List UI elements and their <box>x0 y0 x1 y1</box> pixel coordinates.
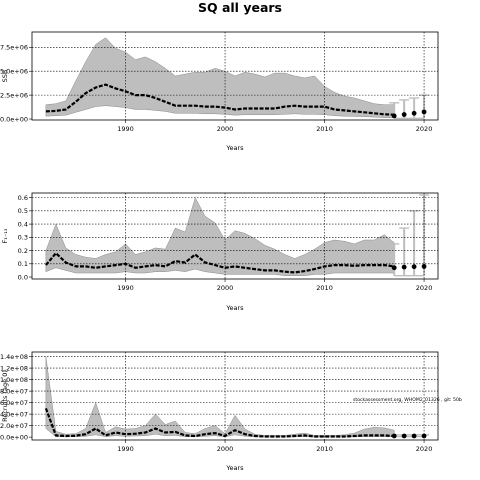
f-xtick-label: 2020 <box>416 284 433 292</box>
f-estimate-line <box>45 251 395 274</box>
recruits-estimate-line <box>44 408 395 438</box>
recruits-ytick-label: 1.2e+08 <box>0 364 28 372</box>
ssb-confidence-band <box>45 37 395 119</box>
f-xtick-label: 1990 <box>117 284 134 292</box>
ssb-ytick-label: 2.5e+06 <box>0 91 28 99</box>
recruits-ytick-label: 1.4e+08 <box>0 353 28 361</box>
recruits-forecast-point <box>391 433 397 439</box>
ssb-xlabel: Years <box>225 144 244 152</box>
f-forecast-point <box>421 264 427 269</box>
recruits-ytick-label: 4.0e+07 <box>0 410 28 418</box>
recruits-xlabel: Years <box>225 464 244 472</box>
f-xtick-label: 2000 <box>217 284 234 292</box>
recruits-ytick-label: 1.0e+08 <box>0 376 28 384</box>
ssb-xtick-label: 2000 <box>217 125 234 133</box>
f-xlabel: Years <box>225 304 244 312</box>
figure-title: SQ all years <box>198 0 282 15</box>
f-forecast-point <box>391 265 397 271</box>
recruits-ylabel: Recruits (age 0) <box>1 370 9 422</box>
ssb-ylabel: SSB <box>1 70 9 83</box>
f-ylabel: F₁₋₁₃ <box>1 228 9 243</box>
recruits-xtick-label: 2020 <box>416 445 433 453</box>
f-ytick-label: 0.3 <box>18 234 28 242</box>
recruits-ytick-label: 2.0e+07 <box>0 422 28 430</box>
ssb-xtick-label: 2010 <box>316 125 333 133</box>
ssb-forecast-point <box>391 113 397 119</box>
recruits-ytick-label: 8.0e+07 <box>0 387 28 395</box>
ssb-estimate-line <box>45 83 395 116</box>
recruitment-panel: 1990 2000 2010 2020 0.0e+00 2.0e+07 4.0e+07 6.0… <box>0 351 462 472</box>
ssb-forecast-point <box>411 110 417 116</box>
recruits-forecast-point <box>421 433 427 439</box>
ssb-xtick-label: 1990 <box>117 125 134 133</box>
ssb-xtick-label: 2020 <box>416 125 433 133</box>
fishing-mortality-panel: 1990 2000 2010 2020 0.0 0.1 0.2 0.3 0.4 0.5 0.6 Yea… <box>1 192 439 312</box>
recruits-confidence-band <box>45 356 395 438</box>
recruits-xtick-label: 2010 <box>316 445 333 453</box>
f-ytick-label: 0.0 <box>18 273 28 281</box>
recruits-forecast-point <box>401 433 407 439</box>
f-xtick-label: 2010 <box>316 284 333 292</box>
f-forecast-point <box>411 264 417 270</box>
ssb-panel: 1990 2000 2010 2020 0.0e+00 2.5e+06 5.0e+06 7.5… <box>0 31 439 152</box>
ssb-forecast-point <box>401 112 407 117</box>
f-ytick-label: 0.5 <box>18 207 28 215</box>
recruits-ytick-label: 0.0e+00 <box>0 433 28 441</box>
ssb-plot-frame <box>31 31 439 121</box>
provenance-note: stockassessment.org, WHOM2_01326 , git: … <box>353 397 462 403</box>
ssb-ytick-label: 7.5e+06 <box>0 44 28 52</box>
recruits-plot-frame <box>31 351 439 441</box>
recruits-xtick-label: 2000 <box>217 445 234 453</box>
f-ytick-label: 0.4 <box>18 220 28 228</box>
ssb-ytick-label: 5.0e+06 <box>0 68 28 76</box>
f-ytick-label: 0.2 <box>18 247 28 255</box>
f-ytick-label: 0.6 <box>18 194 28 202</box>
recruits-forecast-point <box>411 433 417 439</box>
f-ytick-label: 0.1 <box>18 260 28 268</box>
recruits-xtick-label: 1990 <box>117 445 134 453</box>
f-plot-frame <box>31 192 439 280</box>
ssb-ytick-label: 0.0e+00 <box>0 115 28 123</box>
recruits-ytick-label: 6.0e+07 <box>0 399 28 407</box>
ssb-forecast-point <box>421 109 427 115</box>
f-forecast-point <box>401 264 407 270</box>
